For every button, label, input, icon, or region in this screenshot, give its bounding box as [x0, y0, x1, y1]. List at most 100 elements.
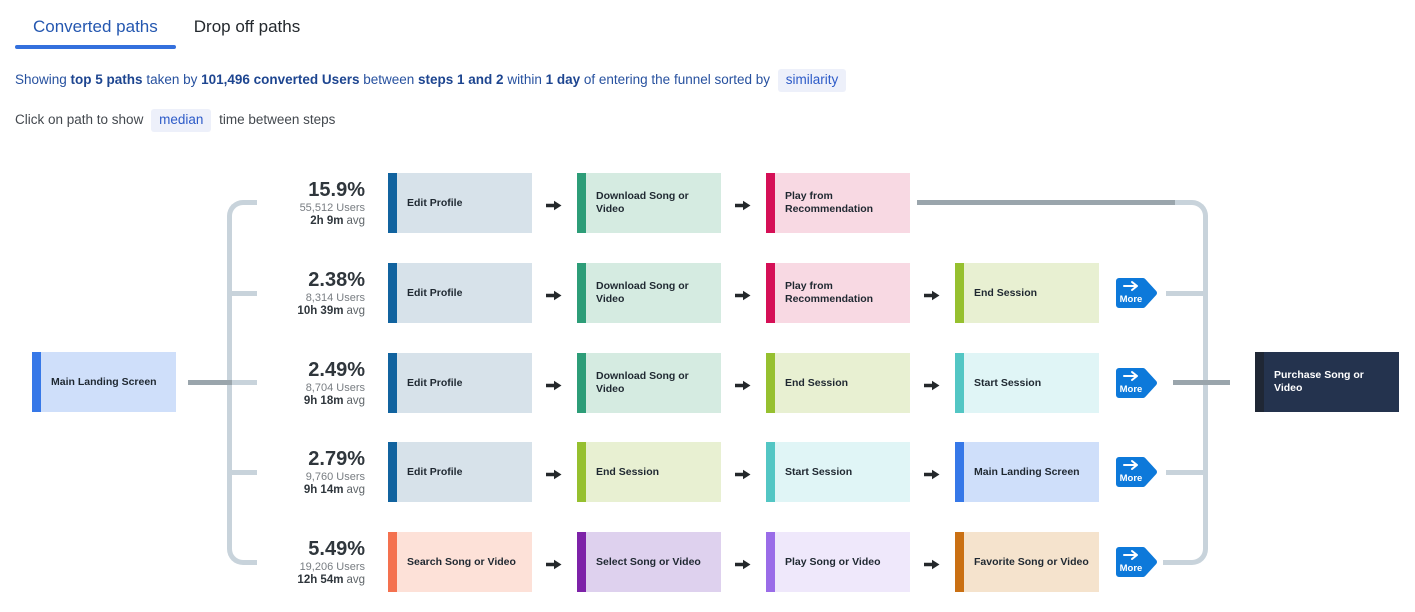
step-arrow-icon — [924, 288, 940, 301]
text-segment: taken by — [142, 72, 202, 87]
step-box-download-song-or-video[interactable]: Download Song or Video — [577, 173, 721, 233]
path-percentage: 2.38% — [308, 269, 365, 291]
tab-converted-paths[interactable]: Converted paths — [15, 13, 176, 49]
path-avg-time: 9h 14m avg — [0, 484, 365, 497]
start-node-main-landing-screen[interactable]: Main Landing Screen — [32, 352, 176, 412]
more-button-label: More — [1120, 384, 1143, 395]
path-stats: 5.49% 19,206 Users 12h 54m avg — [0, 539, 365, 587]
step-label: Select Song or Video — [596, 555, 701, 568]
path-stats: 2.38% 8,314 Users 10h 39m avg — [0, 270, 365, 318]
connector-line — [1166, 470, 1203, 475]
step-box-play-from-recommendation[interactable]: Play from Recommendation — [766, 173, 910, 233]
text-segment: 1 day — [545, 72, 581, 87]
connector-line — [232, 380, 257, 385]
path-avg-value: 9h 14m — [303, 484, 344, 496]
step-label: End Session — [974, 286, 1038, 299]
tab-bar: Converted paths Drop off paths — [0, 0, 1415, 49]
step-arrow-icon — [546, 557, 562, 570]
more-button-label: More — [1120, 294, 1143, 305]
connector-line — [229, 470, 257, 475]
start-node-main-landing-screen-label: Main Landing Screen — [51, 375, 157, 388]
text-segment: 101,496 converted Users — [201, 72, 360, 87]
text-segment: steps 1 and 2 — [418, 72, 504, 87]
step-box-end-session[interactable]: End Session — [955, 263, 1099, 323]
connector-line — [188, 380, 232, 385]
path-users-count: 9,760 Users — [305, 471, 365, 483]
summary-line: Showing top 5 paths taken by 101,496 con… — [15, 69, 1415, 92]
step-box-edit-profile[interactable]: Edit Profile — [388, 263, 532, 323]
path-avg-time: 2h 9m avg — [0, 215, 365, 228]
median-selector[interactable]: median — [151, 109, 212, 132]
path-stats: 2.79% 9,760 Users 9h 14m avg — [0, 449, 365, 497]
tab-drop-off-paths[interactable]: Drop off paths — [193, 17, 301, 36]
step-arrow-icon — [735, 557, 751, 570]
path-users-count: 19,206 Users — [299, 561, 365, 573]
step-arrow-icon — [924, 557, 940, 570]
end-node-purchase-song-or-video[interactable]: Purchase Song or Video — [1255, 352, 1399, 412]
step-box-play-from-recommendation[interactable]: Play from Recommendation — [766, 263, 910, 323]
more-button[interactable]: More — [1114, 456, 1158, 488]
step-box-search-song-or-video[interactable]: Search Song or Video — [388, 532, 532, 592]
step-label: Favorite Song or Video — [974, 555, 1089, 568]
step-box-main-landing-screen[interactable]: Main Landing Screen — [955, 442, 1099, 502]
more-button[interactable]: More — [1114, 277, 1158, 309]
step-box-end-session[interactable]: End Session — [766, 353, 910, 413]
step-label: Download Song or Video — [596, 370, 689, 395]
connector-line — [1173, 380, 1230, 385]
step-arrow-icon — [546, 288, 562, 301]
path-users-count: 8,704 Users — [305, 382, 365, 394]
step-box-play-song-or-video[interactable]: Play Song or Video — [766, 532, 910, 592]
similarity-selector[interactable]: similarity — [777, 69, 847, 92]
step-box-edit-profile[interactable]: Edit Profile — [388, 173, 532, 233]
step-box-select-song-or-video[interactable]: Select Song or Video — [577, 532, 721, 592]
path-avg-time: 9h 18m avg — [0, 395, 365, 408]
text-segment: Showing — [15, 72, 71, 87]
path-users-count: 55,512 Users — [299, 202, 365, 214]
text-segment: of entering the funnel sorted by — [580, 72, 774, 87]
more-button-label: More — [1120, 563, 1143, 574]
step-arrow-icon — [546, 467, 562, 480]
step-box-edit-profile[interactable]: Edit Profile — [388, 442, 532, 502]
end-node-purchase-song-or-video-label: Purchase Song or Video — [1274, 369, 1364, 394]
step-arrow-icon — [924, 467, 940, 480]
step-label: Download Song or Video — [596, 190, 689, 215]
hint-line: Click on path to show median time betwee… — [15, 109, 1415, 132]
path-stats: 2.49% 8,704 Users 9h 18m avg — [0, 360, 365, 408]
step-box-download-song-or-video[interactable]: Download Song or Video — [577, 353, 721, 413]
step-label: Edit Profile — [407, 286, 463, 299]
path-users-count: 8,314 Users — [305, 292, 365, 304]
path-avg-suffix: avg — [346, 395, 365, 407]
step-label: Edit Profile — [407, 376, 463, 389]
text-segment: time between steps — [215, 112, 336, 127]
connector-line — [229, 291, 257, 296]
step-box-download-song-or-video[interactable]: Download Song or Video — [577, 263, 721, 323]
connector-line — [1166, 291, 1203, 296]
step-label: Play Song or Video — [785, 555, 881, 568]
step-label: Edit Profile — [407, 465, 463, 478]
step-arrow-icon — [546, 378, 562, 391]
step-label: Edit Profile — [407, 196, 463, 209]
more-arrow-badge-icon: More — [1116, 278, 1157, 308]
step-arrow-icon — [735, 288, 751, 301]
step-label: Start Session — [974, 376, 1042, 389]
more-button-label: More — [1120, 473, 1143, 484]
step-box-end-session[interactable]: End Session — [577, 442, 721, 502]
more-button[interactable]: More — [1114, 546, 1158, 578]
connector-line — [1163, 560, 1175, 565]
more-arrow-badge-icon: More — [1116, 547, 1157, 577]
step-label: Main Landing Screen — [974, 465, 1080, 478]
more-button[interactable]: More — [1114, 367, 1158, 399]
step-box-edit-profile[interactable]: Edit Profile — [388, 353, 532, 413]
step-label: Play from Recommendation — [785, 280, 874, 305]
path-avg-value: 12h 54m — [297, 574, 344, 586]
step-box-start-session[interactable]: Start Session — [955, 353, 1099, 413]
path-avg-suffix: avg — [346, 484, 365, 496]
step-label: Start Session — [785, 465, 853, 478]
step-box-start-session[interactable]: Start Session — [766, 442, 910, 502]
step-box-favorite-song-or-video[interactable]: Favorite Song or Video — [955, 532, 1099, 592]
more-arrow-badge-icon: More — [1116, 368, 1157, 398]
path-percentage: 15.9% — [308, 179, 365, 201]
text-segment: Click on path to show — [15, 112, 148, 127]
